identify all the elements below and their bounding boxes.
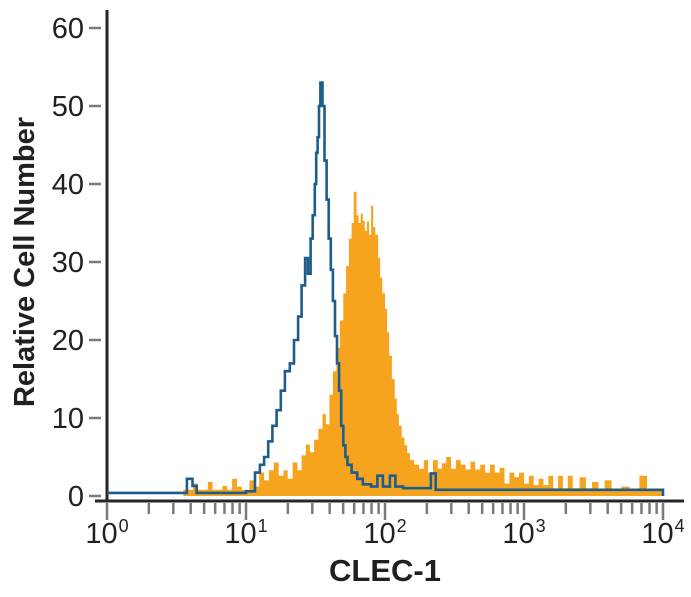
y-tick-label: 50 [52,91,84,123]
x-axis: 100 101 102 103 104 [85,499,685,550]
x-tick-label: 100 [85,516,128,550]
y-axis: 0 10 20 30 40 50 60 [52,10,109,513]
x-axis-title: CLEC-1 [329,553,441,588]
open-histogram-series [107,81,665,496]
x-tick-label: 101 [224,516,267,550]
y-tick-label: 10 [52,403,84,435]
x-tick-label: 103 [502,516,545,550]
y-tick-label: 20 [52,325,84,357]
x-tick-label: 104 [641,516,684,550]
open-histogram-path [107,81,665,496]
y-tick-label: 30 [52,247,84,279]
filled-histogram-series [183,191,663,497]
y-tick-label: 0 [68,481,84,513]
y-axis-title: Relative Cell Number [9,117,41,407]
filled-histogram-path [183,191,663,497]
y-tick-label: 40 [52,169,84,201]
y-tick-label: 60 [52,13,84,45]
x-tick-label: 102 [363,516,406,550]
